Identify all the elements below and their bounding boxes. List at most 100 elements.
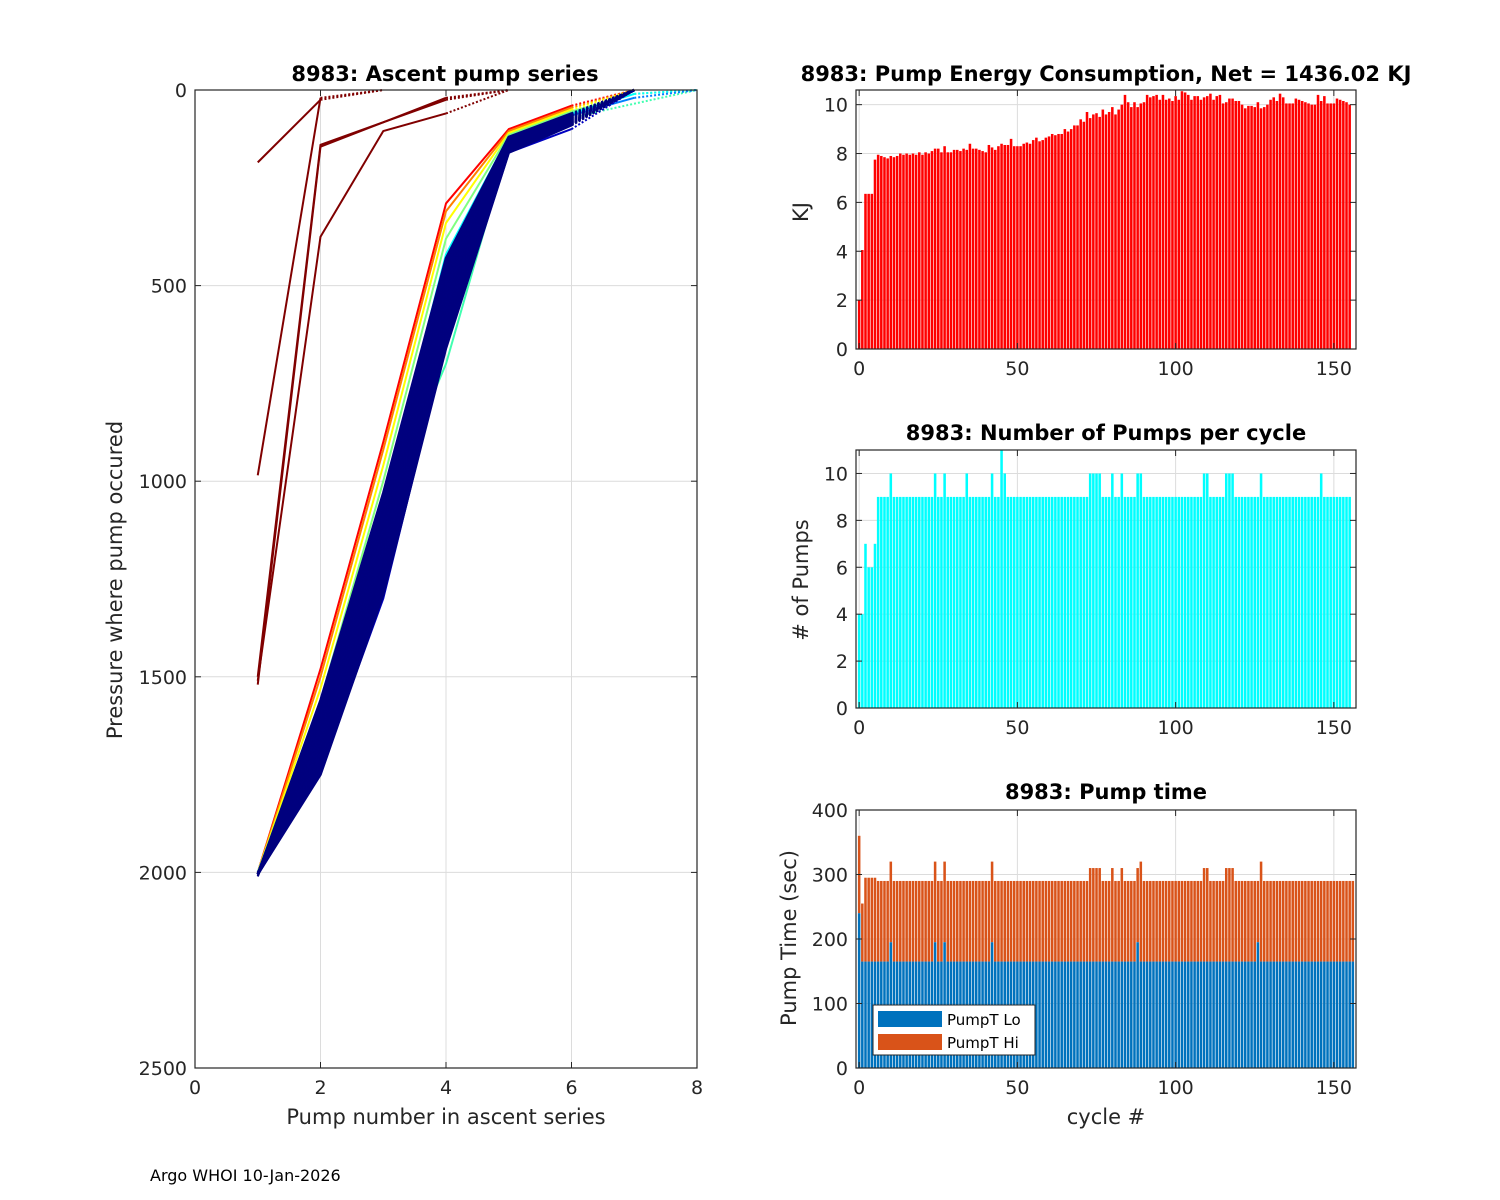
pumptime-bar-lo xyxy=(1088,961,1092,1068)
energy-bar xyxy=(1180,91,1184,350)
pumptime-bar-hi xyxy=(1319,880,1323,962)
pumptime-bar-hi xyxy=(1006,880,1010,962)
pumps-bar xyxy=(949,496,953,708)
pumptime-bar-lo xyxy=(1275,961,1279,1068)
pumptime-bar-hi xyxy=(1300,880,1304,962)
energy-bar xyxy=(1196,96,1200,349)
pumps-bar xyxy=(1076,496,1079,708)
pumps-bar xyxy=(1088,473,1092,708)
pumptime-bar-hi xyxy=(1095,868,1098,962)
pumps-bar xyxy=(1297,496,1301,708)
pumptime-y-tick-label: 200 xyxy=(812,929,848,951)
pumptime-bar-hi xyxy=(1351,880,1355,962)
pumps-bar xyxy=(1247,496,1250,708)
energy-bar xyxy=(1069,129,1073,349)
energy-bar xyxy=(1313,104,1317,350)
pumps-bar xyxy=(1199,496,1203,708)
ascent-pump-series-chart: 8983: Ascent pump series Pump number in … xyxy=(103,62,703,1129)
pumps-bar xyxy=(1028,496,1032,708)
energy-bar xyxy=(1345,102,1348,349)
pumps-bar xyxy=(1228,473,1231,708)
pumptime-bar-hi xyxy=(889,861,893,943)
pumps-bar xyxy=(1215,496,1219,708)
energy-bar xyxy=(1332,103,1336,349)
energy-bar xyxy=(1076,125,1079,349)
pumptime-bar-lo xyxy=(1152,961,1155,1068)
pumptime-bar-hi xyxy=(943,861,946,943)
pumps-bar xyxy=(927,496,931,708)
energy-bar xyxy=(1066,131,1070,349)
pumptime-bar-lo xyxy=(1050,961,1054,1068)
pumptime-bar-lo xyxy=(1085,961,1089,1068)
pumptime-bar-hi xyxy=(1123,880,1127,962)
energy-bar xyxy=(1335,98,1339,350)
pumptime-bar-lo xyxy=(1136,942,1139,1068)
energy-bar xyxy=(1300,100,1304,349)
pumptime-bar-lo xyxy=(1123,961,1127,1068)
energy-bar xyxy=(1278,93,1282,349)
energy-bar xyxy=(1107,111,1111,349)
pumps-x-tick-label: 100 xyxy=(1157,717,1193,739)
pumptime-bar-lo xyxy=(1206,961,1209,1068)
energy-bar xyxy=(984,152,988,349)
pumps-bar xyxy=(984,496,988,708)
energy-bar xyxy=(1297,99,1301,349)
pumps-bar xyxy=(1253,496,1256,708)
pumptime-bar-hi xyxy=(965,880,969,962)
pumptime-bar-lo xyxy=(1259,961,1263,1068)
pumptime-y-tick-label: 400 xyxy=(812,800,848,822)
pumptime-bar-lo xyxy=(1073,961,1076,1068)
pumps-bar xyxy=(1035,496,1038,708)
pumptime-bar-lo xyxy=(1300,961,1304,1068)
pumptime-bar-hi xyxy=(1088,868,1092,962)
energy-bar xyxy=(962,148,965,349)
pumptime-bar-lo xyxy=(1224,961,1228,1068)
pumptime-bar-lo xyxy=(1133,961,1136,1068)
pumptime-bar-lo xyxy=(1038,961,1041,1068)
pumps-bar xyxy=(993,496,997,708)
pumptime-x-tick-label: 100 xyxy=(1157,1077,1193,1099)
energy-bar xyxy=(899,153,902,349)
pumps-bar xyxy=(1016,496,1019,708)
energy-y-tick-label: 2 xyxy=(836,290,848,312)
pumptime-bar-hi xyxy=(883,880,886,962)
pumptime-bar-hi xyxy=(1035,880,1038,962)
pumptime-bar-lo xyxy=(1076,961,1079,1068)
pumps-bar xyxy=(1161,496,1165,708)
energy-bar xyxy=(1104,114,1108,349)
pumptime-bar-lo xyxy=(1117,961,1120,1068)
pumptime-bar-lo xyxy=(1057,961,1060,1068)
legend-label-hi: PumpT Hi xyxy=(947,1034,1019,1052)
pumps-bar xyxy=(1234,496,1238,708)
energy-bar xyxy=(956,149,959,349)
energy-bar xyxy=(1174,96,1177,349)
ascent-x-tick-label: 0 xyxy=(189,1077,201,1099)
pumptime-bar-hi xyxy=(895,880,899,962)
pumptime-bar-hi xyxy=(1044,880,1048,962)
ascent-x-tick-label: 2 xyxy=(314,1077,326,1099)
pumps-x-tick-label: 150 xyxy=(1316,717,1352,739)
pumptime-bar-lo xyxy=(1063,961,1067,1068)
pumptime-bar-lo xyxy=(1130,961,1133,1068)
pumptime-bar-hi xyxy=(1310,880,1313,962)
pumptime-bar-hi xyxy=(1054,880,1057,962)
pumps-bar xyxy=(1272,496,1275,708)
pumps-bar xyxy=(990,473,994,708)
pumps-bar xyxy=(987,496,991,708)
pumptime-bar-lo xyxy=(1272,961,1275,1068)
pumps-bar xyxy=(1003,473,1006,708)
ascent-y-tick-label: 0 xyxy=(175,80,187,102)
pumptime-bar-hi xyxy=(1085,880,1089,962)
energy-bar xyxy=(1304,102,1307,349)
ascent-line-early xyxy=(256,98,447,677)
energy-bar xyxy=(1035,137,1038,349)
energy-bar xyxy=(927,153,931,349)
pumptime-bar-hi xyxy=(1329,880,1332,962)
pumps-bar xyxy=(1047,496,1051,708)
energy-bar xyxy=(981,151,984,349)
pumps-bar xyxy=(908,496,912,708)
pumptime-bar-lo xyxy=(1126,961,1130,1068)
pumptime-bar-lo xyxy=(1104,961,1108,1068)
pumptime-bar-lo xyxy=(1095,961,1098,1068)
pumptime-bar-hi xyxy=(1120,868,1124,962)
